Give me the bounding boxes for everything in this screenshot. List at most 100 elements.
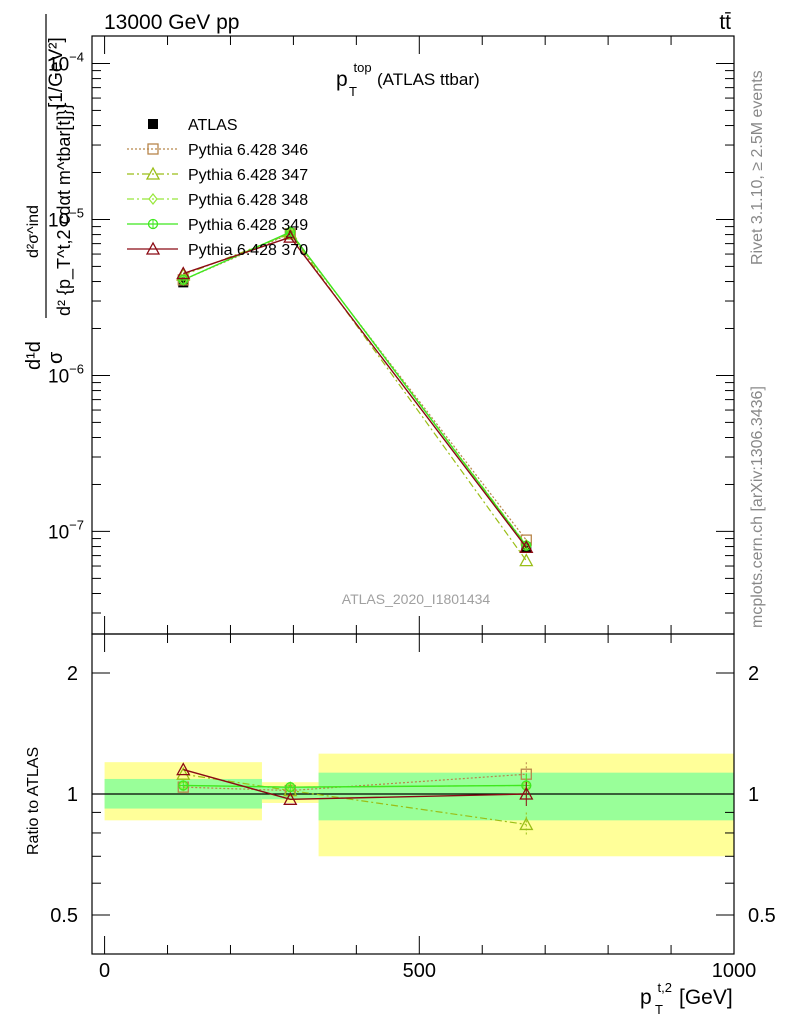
y-tick-exponent: −6 xyxy=(69,361,84,376)
ratio-y-tick-label-left: 2 xyxy=(67,663,78,685)
legend-marker xyxy=(147,218,159,230)
ratio-panel: 0.5 0.5 1 1 2 2 0 500 1000 Ratio to ATLAS p t,2… xyxy=(25,633,776,1019)
y-tick-label: 10−7 xyxy=(48,517,84,543)
chart-title: p top T (ATLAS ttbar) xyxy=(336,54,480,101)
main-y-axis-label: d¹d σ d²σ^ind d² {p_T^t,2 cdαt m^tbar[t]… xyxy=(23,14,75,370)
legend-entry-pythia-6-428-370: Pythia 6.428 370 xyxy=(127,241,308,259)
ratio-y-tick-label-left: 1 xyxy=(67,784,78,806)
y-tick-exponent: −4 xyxy=(69,49,84,64)
data-point-pythia-6-428-370 xyxy=(519,540,534,554)
data-point-pythia-6-428-347-shape xyxy=(519,553,534,567)
ratio-point-pythia-6-428-347-shape xyxy=(519,817,534,831)
legend-marker xyxy=(148,193,158,205)
y-tick-exponent: −7 xyxy=(69,517,84,532)
legend-marker-shape xyxy=(148,193,158,205)
y-label-sigma: σ xyxy=(45,351,67,364)
ratio-y-axis-label: Ratio to ATLAS xyxy=(25,747,42,855)
series-line-pythia-6-428-349 xyxy=(182,231,527,547)
legend-entry-pythia-6-428-349: Pythia 6.428 349 xyxy=(127,217,308,234)
ratio-y-tick-labels: 0.5 0.5 1 1 2 2 xyxy=(50,663,776,927)
ratio-point-pythia-6-428-347-shape xyxy=(176,766,191,780)
legend-marker xyxy=(145,166,161,180)
x-axis-label: p t,2 T [GeV] xyxy=(640,974,733,1019)
rivet-version-label: Rivet 3.1.10, ≥ 2.5M events xyxy=(749,70,766,265)
y-tick-exponent: −5 xyxy=(69,205,84,220)
series-line-pythia-6-428-347 xyxy=(183,233,527,561)
x-tick-labels: 0 500 1000 xyxy=(99,960,756,982)
y-label-unit: [1/GeV²] xyxy=(46,37,67,108)
ratio-y-tick-label-right: 0.5 xyxy=(748,905,776,927)
x-label-sub: T xyxy=(655,1002,663,1017)
analysis-watermark: ATLAS_2020_I1801434 xyxy=(342,591,491,607)
title-p: p xyxy=(336,68,348,91)
x-tick-label: 0 xyxy=(99,960,110,982)
y-tick-base: 10 xyxy=(48,54,69,75)
y-label-denominator: d² {p_T^t,2 cdαt m^tbar[t]}} xyxy=(54,104,75,316)
mcplots-label: mcplots.cern.ch [arXiv:1306.3436] xyxy=(749,386,766,628)
y-tick-base: 10 xyxy=(48,366,69,387)
series-line-pythia-6-428-370 xyxy=(183,236,527,548)
legend-entry-pythia-6-428-346: Pythia 6.428 346 xyxy=(127,142,308,159)
legend-marker xyxy=(147,143,159,155)
main-axis-ticks xyxy=(92,36,735,634)
y-tick-label: 10−4 xyxy=(48,49,84,75)
title-rest: (ATLAS ttbar) xyxy=(377,70,480,89)
x-label-p: p xyxy=(640,986,652,1009)
ratio-point-pythia-6-428-347 xyxy=(176,766,191,780)
y-label-dsigma: d¹d xyxy=(23,341,45,370)
ratio-series-pythia-6-428-370 xyxy=(176,762,534,806)
y-tick-base: 10 xyxy=(48,522,69,543)
data-point-pythia-6-428-370-shape xyxy=(176,266,191,280)
data-point-pythia-6-428-347 xyxy=(519,553,534,567)
legend-label: Pythia 6.428 349 xyxy=(188,217,308,234)
data-point-pythia-6-428-370-shape xyxy=(519,540,534,554)
process-label: tt̄ xyxy=(719,11,731,34)
ratio-y-tick-label-left: 0.5 xyxy=(50,905,78,927)
data-point-pythia-6-428-370 xyxy=(176,266,191,280)
legend-marker xyxy=(148,119,158,129)
main-data-layer xyxy=(176,226,534,567)
data-point-pythia-6-428-370 xyxy=(283,229,298,243)
series-pythia-6-428-346 xyxy=(177,228,532,546)
title-sub: T xyxy=(349,84,357,99)
legend-label: Pythia 6.428 346 xyxy=(188,142,308,159)
series-pythia-6-428-349 xyxy=(178,226,532,551)
ratio-data-layer xyxy=(176,762,534,837)
legend-entry-pythia-6-428-348: Pythia 6.428 348 xyxy=(127,192,308,209)
ratio-point-pythia-6-428-349 xyxy=(285,782,296,793)
series-line-pythia-6-428-348 xyxy=(183,231,527,546)
legend-label: Pythia 6.428 348 xyxy=(188,192,308,209)
legend-marker-shape xyxy=(145,166,161,180)
x-tick-label: 1000 xyxy=(712,960,757,982)
legend-marker xyxy=(145,241,161,255)
legend-label: Pythia 6.428 347 xyxy=(188,167,308,184)
legend-entry-atlas: ATLAS xyxy=(148,117,238,134)
series-line-pythia-6-428-346 xyxy=(183,232,527,541)
series-atlas xyxy=(178,229,532,553)
ratio-point-pythia-6-428-370 xyxy=(283,791,298,805)
y-tick-label: 10−6 xyxy=(48,361,84,387)
y-label-numerator: d²σ^ind xyxy=(25,205,42,258)
ratio-y-tick-label-right: 2 xyxy=(748,663,759,685)
title-sup: top xyxy=(354,60,372,75)
ratio-point-pythia-6-428-349 xyxy=(178,780,189,791)
series-pythia-6-428-370 xyxy=(176,229,534,554)
ratio-y-tick-label-right: 1 xyxy=(748,784,759,806)
ratio-point-pythia-6-428-347 xyxy=(519,817,534,831)
series-pythia-6-428-348 xyxy=(178,226,532,551)
energy-label: 13000 GeV pp xyxy=(104,11,239,34)
ratio-line-pythia-6-428-346 xyxy=(183,773,527,792)
ratio-point-pythia-6-428-370-shape xyxy=(283,791,298,805)
ratio-point-pythia-6-428-370-shape xyxy=(519,786,534,800)
x-tick-label: 500 xyxy=(403,960,436,982)
x-label-unit: [GeV] xyxy=(679,986,733,1009)
ratio-uncertainty-bands xyxy=(92,753,734,857)
ratio-axis-ticks xyxy=(92,634,735,955)
legend-label: Pythia 6.428 370 xyxy=(188,242,308,259)
data-point-pythia-6-428-349 xyxy=(178,274,189,286)
legend-entry-pythia-6-428-347: Pythia 6.428 347 xyxy=(127,166,308,184)
legend: ATLAS Pythia 6.428 346 Pythia 6.428 347 Pyt… xyxy=(127,117,308,259)
legend-label: ATLAS xyxy=(188,117,238,134)
legend-marker-shape xyxy=(145,241,161,255)
